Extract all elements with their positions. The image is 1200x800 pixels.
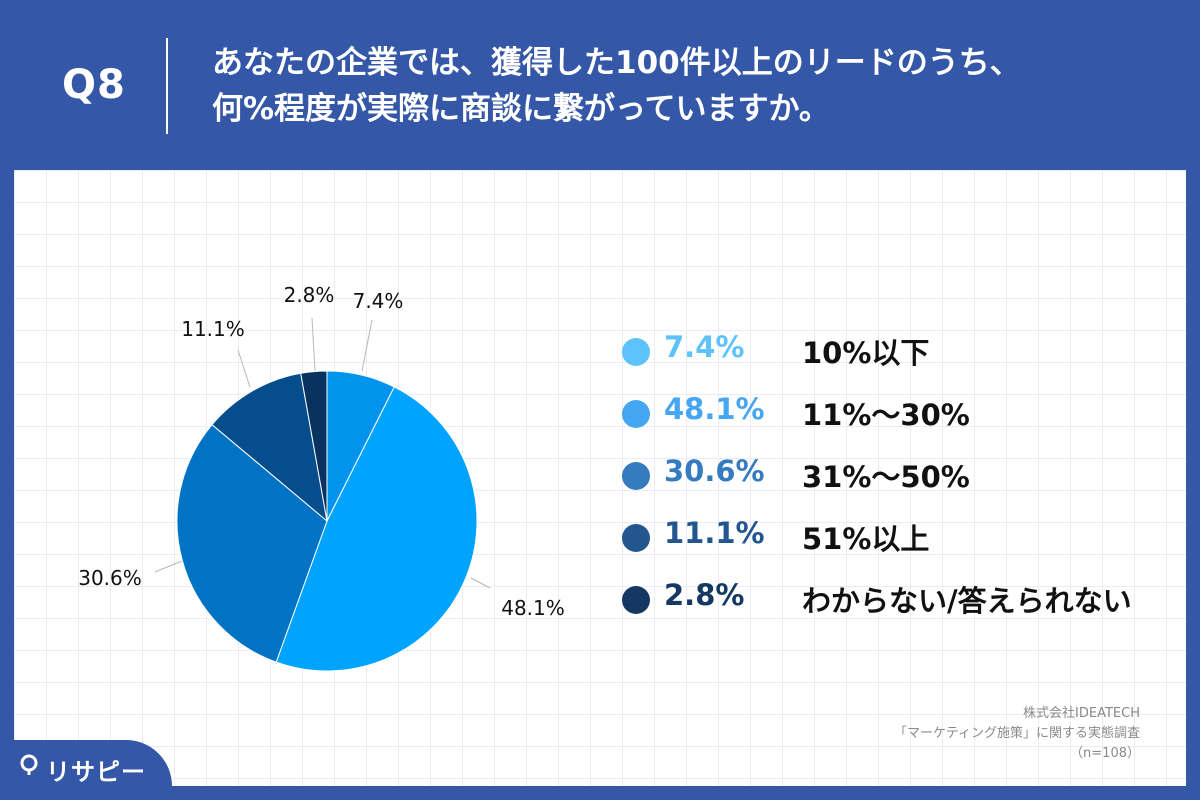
legend-label: 31%〜50% <box>802 460 970 494</box>
legend-item: 30.6% 31%〜50% <box>620 446 1180 508</box>
legend-value: 7.4% <box>664 330 745 364</box>
source-sample: （n=108） <box>1070 746 1140 761</box>
pin-icon <box>20 754 38 775</box>
slice-value-label: 2.8% <box>284 283 335 307</box>
slice-value-label: 30.6% <box>78 566 142 590</box>
legend-dot-icon <box>622 586 650 614</box>
source-note: 株式会社IDEATECH 「マーケティング施策」に関する実態調査 （n=108） <box>894 704 1140 764</box>
header-divider <box>166 38 168 134</box>
legend-value: 30.6% <box>664 454 765 488</box>
slice-value-label: 11.1% <box>181 317 245 341</box>
pie-slice <box>211 372 328 523</box>
pie-slice <box>176 423 328 663</box>
question-line-2: 何%程度が実際に商談に繋がっていますか。 <box>212 91 830 127</box>
legend-dot-icon <box>622 524 650 552</box>
brand-logo: リサピー <box>0 740 172 800</box>
legend-label: 10%以下 <box>802 336 930 370</box>
question-number: Q8 <box>62 62 126 108</box>
legend-item: 7.4% 10%以下 <box>620 322 1180 384</box>
slice-value-label: 48.1% <box>501 596 565 620</box>
brand-logo-text: リサピー <box>46 758 146 786</box>
legend-label: 11%〜30% <box>802 398 970 432</box>
question-line-1: あなたの企業では、獲得した100件以上のリードのうち、 <box>212 45 1021 81</box>
slice-leader-line <box>361 319 373 372</box>
header-bar: Q8 あなたの企業では、獲得した100件以上のリードのうち、 何%程度が実際に商… <box>0 0 1200 170</box>
legend-label: 51%以上 <box>802 522 930 556</box>
legend: 7.4% 10%以下 48.1% 11%〜30% 30.6% 31%〜50% 11.1% 51… <box>620 322 1180 632</box>
legend-dot-icon <box>622 400 650 428</box>
source-company: 株式会社IDEATECH <box>1023 706 1140 721</box>
slice-leader-line <box>470 577 491 589</box>
legend-dot-icon <box>622 338 650 366</box>
legend-item: 48.1% 11%〜30% <box>620 384 1180 446</box>
slice-leader-line <box>311 317 316 372</box>
legend-value: 48.1% <box>664 392 765 426</box>
slice-leader-line <box>237 349 251 388</box>
legend-item: 2.8% わからない/答えられない <box>620 570 1180 632</box>
pie-slice <box>300 370 328 522</box>
legend-item: 11.1% 51%以上 <box>620 508 1180 570</box>
source-survey: 「マーケティング施策」に関する実態調査 <box>894 726 1140 741</box>
question-text: あなたの企業では、獲得した100件以上のリードのうち、 何%程度が実際に商談に繋… <box>212 40 1172 132</box>
slice-leader-line <box>154 560 183 573</box>
legend-value: 11.1% <box>664 516 765 550</box>
legend-label: わからない/答えられない <box>802 584 1132 618</box>
pie-slice <box>275 386 478 672</box>
legend-value: 2.8% <box>664 578 745 612</box>
slice-value-label: 7.4% <box>353 289 404 313</box>
legend-dot-icon <box>622 462 650 490</box>
